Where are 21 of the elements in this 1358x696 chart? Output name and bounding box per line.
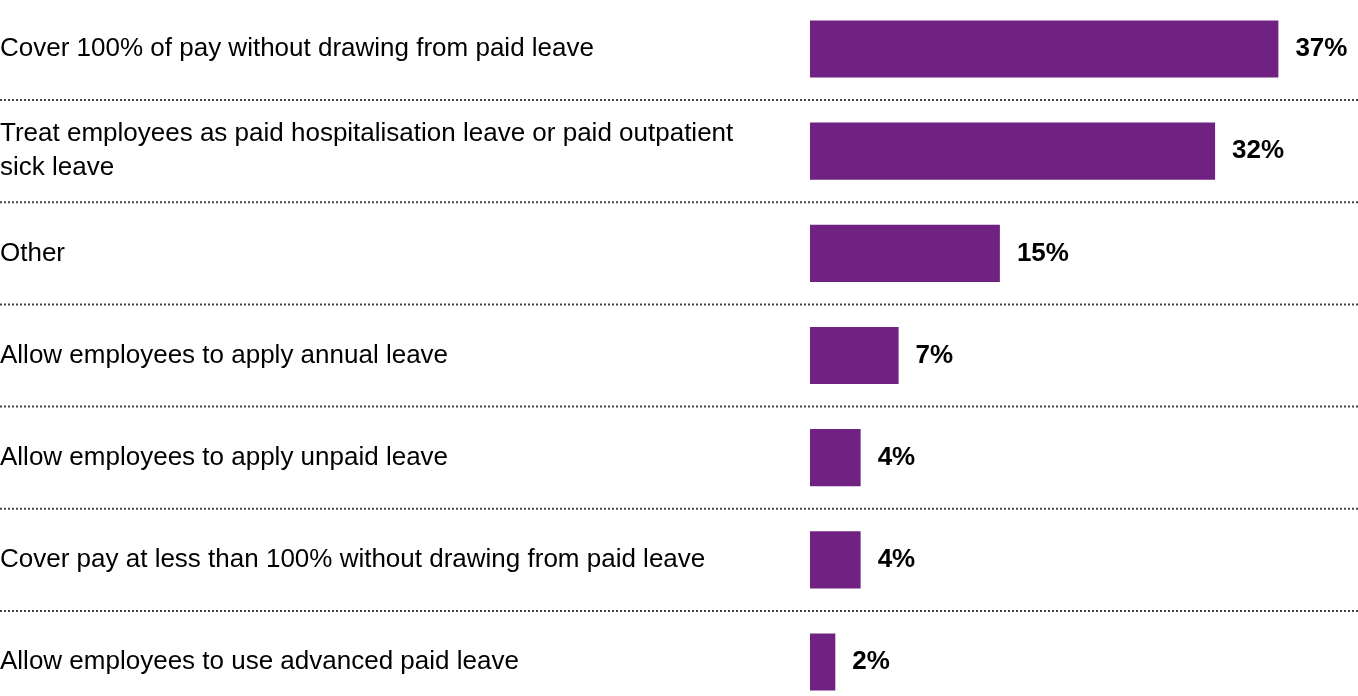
y-tick-label: Allow employees to use advanced paid leave [0,645,519,676]
y-tick-label: Allow employees to apply unpaid leave [0,440,449,471]
y-tick-label: Other [0,236,66,267]
data-label: 4% [877,543,916,574]
data-label: 32% [1232,134,1285,165]
bar [810,531,861,589]
bar [810,326,899,385]
data-label: 15% [1016,236,1069,267]
bar [810,633,836,691]
y-tick-label: Treat employees as paid hospitalisation leave or paid outpatient sick leave [0,117,735,182]
y-tick-label: Cover pay at less than 100% without drawing from paid leave [0,543,706,574]
data-label: 4% [877,440,916,471]
bar [810,20,1279,78]
bar [810,122,1216,180]
y-tick-label: Allow employees to apply annual leave [0,338,449,369]
bar [810,224,1000,282]
bar [810,429,861,487]
data-label: 2% [852,645,890,676]
y-tick-label: Cover 100% of pay without drawing from paid leave [0,32,594,63]
data-label: 7% [915,338,954,369]
data-label: 37% [1295,32,1348,63]
